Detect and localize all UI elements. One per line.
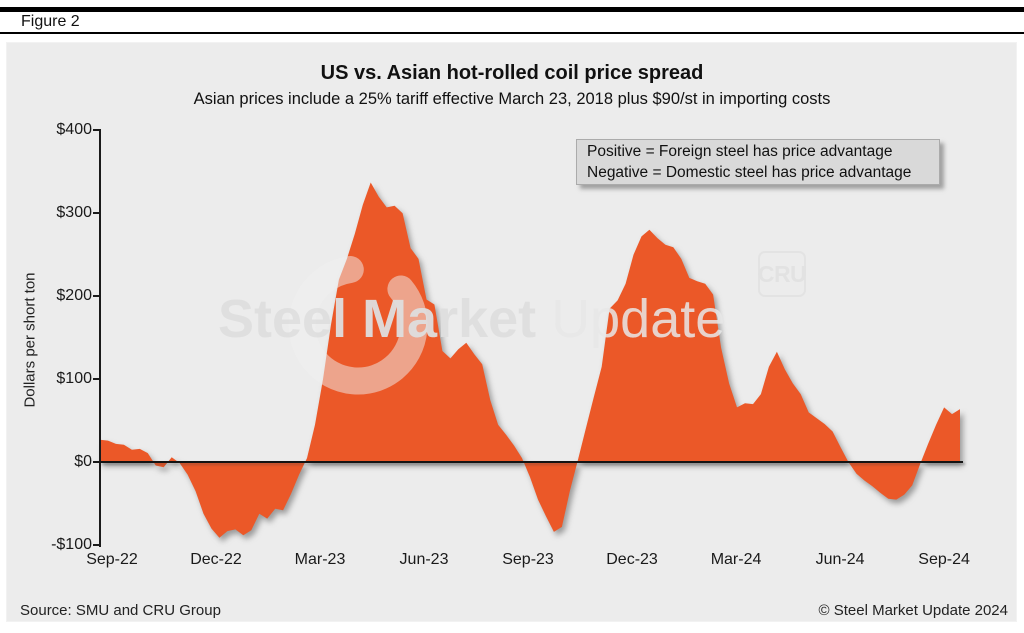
chart-panel <box>6 42 1017 622</box>
header-divider <box>0 32 1024 34</box>
zero-baseline <box>100 460 963 463</box>
top-border-bar <box>0 7 1024 12</box>
watermark-text: Steel Market Update <box>218 292 725 346</box>
annotation-line-2: Negative = Domestic steel has price adva… <box>587 163 912 181</box>
copyright-note: © Steel Market Update 2024 <box>818 602 1009 619</box>
watermark-bold: Steel Market <box>218 289 552 349</box>
source-note: Source: SMU and CRU Group <box>20 602 221 619</box>
cru-watermark-badge: CRU <box>758 251 807 297</box>
watermark-light: Update <box>551 289 726 349</box>
y-axis-line <box>99 129 101 547</box>
area-series <box>100 182 960 538</box>
watermark-swirl-icon <box>288 255 428 395</box>
chart-title: US vs. Asian hot-rolled coil price sprea… <box>320 62 704 84</box>
chart-subtitle: Asian prices include a 25% tariff effect… <box>193 90 831 108</box>
figure-label: Figure 2 <box>21 13 80 30</box>
annotation-box: Positive = Foreign steel has price advan… <box>576 139 940 185</box>
annotation-line-1: Positive = Foreign steel has price advan… <box>587 143 893 160</box>
